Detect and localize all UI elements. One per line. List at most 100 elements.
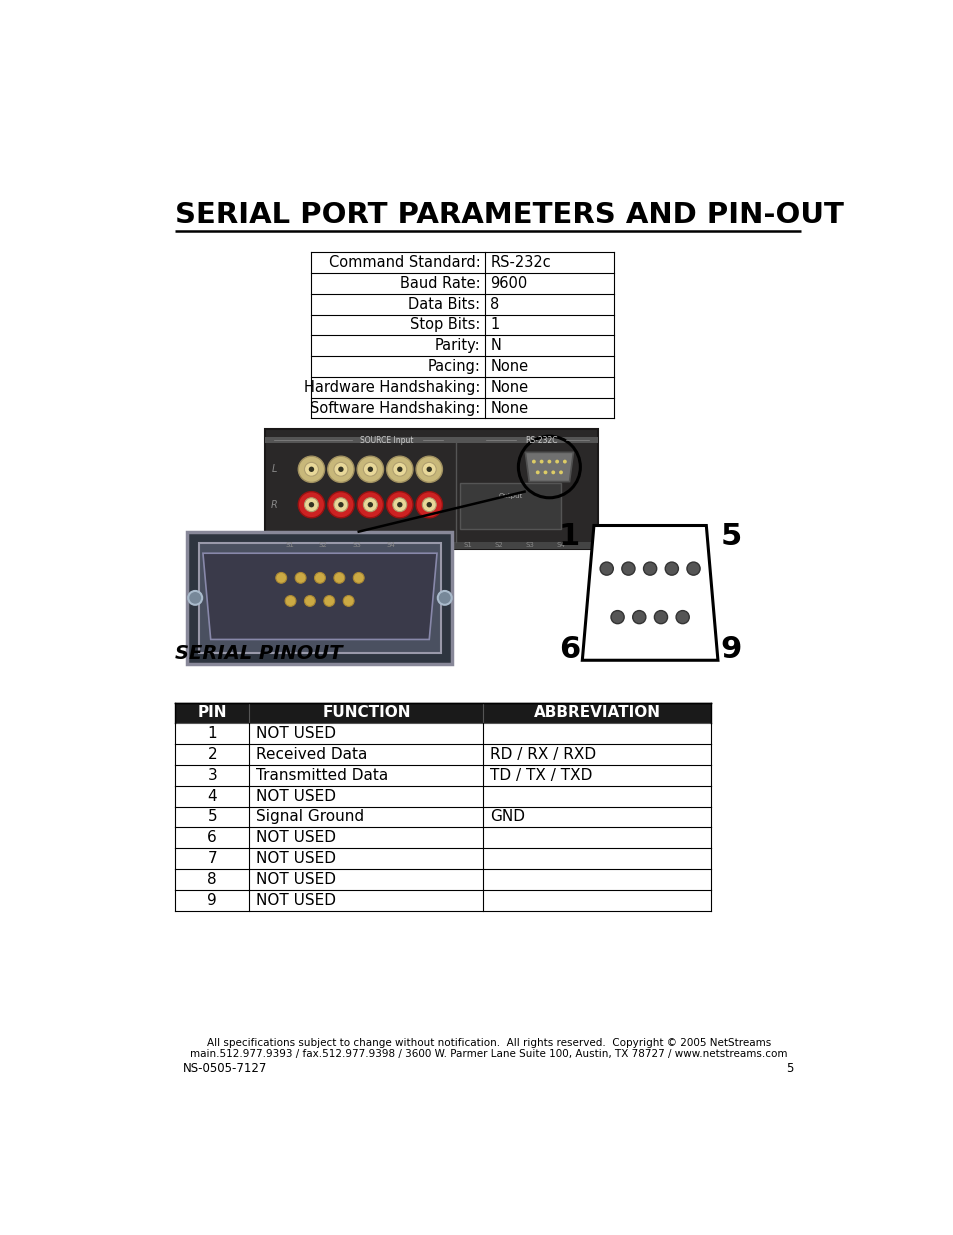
Text: S1: S1 [285, 542, 294, 548]
Circle shape [304, 498, 318, 511]
Circle shape [599, 562, 613, 576]
Text: S2: S2 [318, 542, 327, 548]
Text: S4: S4 [386, 542, 395, 548]
Circle shape [396, 467, 402, 472]
Text: All specifications subject to change without notification.  All rights reserved.: All specifications subject to change wit… [207, 1037, 770, 1047]
Circle shape [393, 498, 406, 511]
Text: S1: S1 [463, 542, 472, 548]
Text: 6: 6 [558, 635, 579, 664]
Text: 5: 5 [720, 521, 740, 551]
Circle shape [298, 492, 324, 517]
Text: 8: 8 [207, 872, 217, 887]
Circle shape [309, 501, 314, 508]
Text: 9: 9 [720, 635, 740, 664]
Text: R: R [271, 500, 277, 510]
Circle shape [536, 471, 539, 474]
Circle shape [367, 467, 373, 472]
Circle shape [323, 595, 335, 606]
Circle shape [532, 459, 536, 463]
Text: Software Handshaking:: Software Handshaking: [310, 400, 480, 415]
Text: NOT USED: NOT USED [255, 726, 335, 741]
Text: SOURCE Input: SOURCE Input [359, 436, 413, 445]
Text: 9: 9 [207, 893, 217, 908]
Text: None: None [490, 400, 528, 415]
Text: Hardware Handshaking:: Hardware Handshaking: [304, 380, 480, 395]
Text: Baud Rate:: Baud Rate: [399, 275, 480, 290]
Text: Received Data: Received Data [255, 747, 367, 762]
Circle shape [356, 456, 383, 483]
Bar [265, 542, 598, 548]
Circle shape [367, 501, 373, 508]
Text: SERIAL PINOUT: SERIAL PINOUT [174, 643, 342, 662]
Text: 5: 5 [785, 1062, 793, 1076]
Text: S3: S3 [353, 542, 361, 548]
Text: RS-232C: RS-232C [525, 436, 558, 445]
Circle shape [337, 501, 343, 508]
Bar [174, 703, 710, 724]
Text: NOT USED: NOT USED [255, 830, 335, 845]
Bar [187, 531, 452, 664]
Bar [459, 483, 560, 530]
Text: None: None [490, 359, 528, 374]
Text: NS-0505-7127: NS-0505-7127 [183, 1062, 267, 1076]
Circle shape [386, 492, 413, 517]
Text: 8: 8 [490, 296, 499, 311]
Text: Output: Output [498, 493, 522, 499]
Text: NOT USED: NOT USED [255, 851, 335, 866]
Circle shape [334, 573, 344, 583]
Circle shape [334, 498, 348, 511]
Circle shape [304, 595, 315, 606]
Circle shape [328, 492, 354, 517]
Text: 2: 2 [207, 747, 217, 762]
Circle shape [416, 492, 442, 517]
Circle shape [363, 462, 377, 477]
Text: Command Standard:: Command Standard: [328, 256, 480, 270]
Circle shape [337, 467, 343, 472]
Text: 3: 3 [207, 768, 217, 783]
Text: ABBREVIATION: ABBREVIATION [533, 705, 659, 720]
Circle shape [393, 462, 406, 477]
Text: S2: S2 [494, 542, 503, 548]
Text: None: None [490, 380, 528, 395]
Circle shape [437, 592, 452, 605]
Text: 1: 1 [207, 726, 217, 741]
Circle shape [328, 456, 354, 483]
Text: 6: 6 [207, 830, 217, 845]
Circle shape [562, 459, 566, 463]
Circle shape [188, 592, 202, 605]
Circle shape [356, 492, 383, 517]
Circle shape [621, 562, 635, 576]
Text: main.512.977.9393 / fax.512.977.9398 / 3600 W. Parmer Lane Suite 100, Austin, TX: main.512.977.9393 / fax.512.977.9398 / 3… [190, 1049, 787, 1060]
Text: SERIAL PORT PARAMETERS AND PIN-OUT: SERIAL PORT PARAMETERS AND PIN-OUT [174, 200, 843, 228]
Text: PIN: PIN [197, 705, 227, 720]
Circle shape [275, 573, 286, 583]
Circle shape [632, 610, 645, 624]
Circle shape [285, 595, 295, 606]
Circle shape [396, 501, 402, 508]
Text: Data Bits:: Data Bits: [408, 296, 480, 311]
Text: NOT USED: NOT USED [255, 789, 335, 804]
Circle shape [426, 501, 432, 508]
Circle shape [353, 573, 364, 583]
Text: Pacing:: Pacing: [427, 359, 480, 374]
Circle shape [558, 471, 562, 474]
Text: 1: 1 [490, 317, 499, 332]
Polygon shape [525, 452, 573, 482]
Bar [265, 437, 598, 443]
Circle shape [422, 462, 436, 477]
Text: 5: 5 [207, 809, 217, 825]
Circle shape [551, 471, 555, 474]
Polygon shape [203, 553, 436, 640]
Circle shape [343, 595, 354, 606]
Text: RD / RX / RXD: RD / RX / RXD [489, 747, 596, 762]
Text: Transmitted Data: Transmitted Data [255, 768, 388, 783]
Text: Parity:: Parity: [435, 338, 480, 353]
Circle shape [676, 610, 688, 624]
Text: NOT USED: NOT USED [255, 893, 335, 908]
Text: 7: 7 [207, 851, 217, 866]
Text: 1: 1 [558, 521, 579, 551]
Circle shape [654, 610, 667, 624]
Text: S4: S4 [556, 542, 565, 548]
Text: NOT USED: NOT USED [255, 872, 335, 887]
Text: 9600: 9600 [490, 275, 527, 290]
